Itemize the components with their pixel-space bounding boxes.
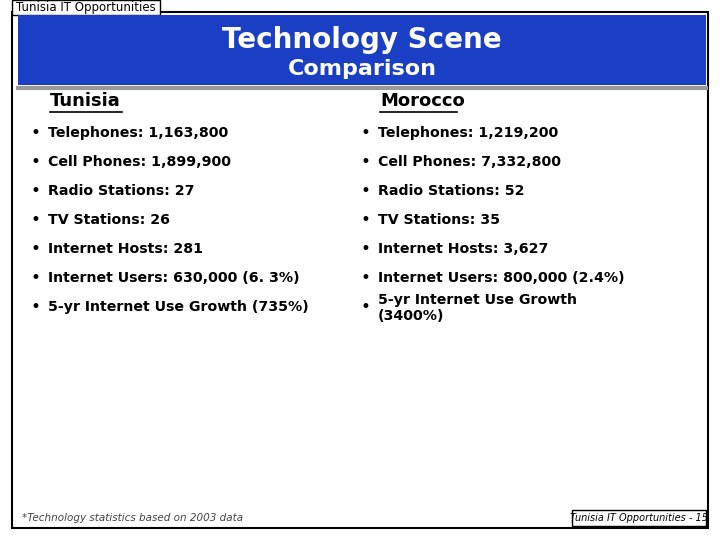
Text: 5-yr Internet Use Growth (735%): 5-yr Internet Use Growth (735%) xyxy=(48,300,309,314)
Text: Internet Hosts: 281: Internet Hosts: 281 xyxy=(48,242,203,256)
Text: •: • xyxy=(360,211,370,229)
Text: Tunisia: Tunisia xyxy=(50,92,121,110)
Text: Morocco: Morocco xyxy=(380,92,464,110)
Bar xyxy=(12,0,160,15)
Text: •: • xyxy=(360,124,370,142)
Text: •: • xyxy=(30,240,40,258)
Text: Cell Phones: 7,332,800: Cell Phones: 7,332,800 xyxy=(378,155,561,169)
Text: Cell Phones: 1,899,900: Cell Phones: 1,899,900 xyxy=(48,155,231,169)
Text: •: • xyxy=(30,211,40,229)
Text: •: • xyxy=(360,269,370,287)
Text: Tunisia IT Opportunities: Tunisia IT Opportunities xyxy=(16,2,156,15)
Bar xyxy=(572,510,706,526)
Text: TV Stations: 26: TV Stations: 26 xyxy=(48,213,170,227)
Text: Internet Users: 800,000 (2.4%): Internet Users: 800,000 (2.4%) xyxy=(378,271,625,285)
Text: *Technology statistics based on 2003 data: *Technology statistics based on 2003 dat… xyxy=(22,513,243,523)
Text: 5-yr Internet Use Growth: 5-yr Internet Use Growth xyxy=(378,293,577,307)
Text: •: • xyxy=(360,298,370,316)
Text: (3400%): (3400%) xyxy=(378,309,444,323)
Text: TV Stations: 35: TV Stations: 35 xyxy=(378,213,500,227)
Text: •: • xyxy=(30,124,40,142)
Text: •: • xyxy=(30,182,40,200)
Text: Tunisia IT Opportunities - 15: Tunisia IT Opportunities - 15 xyxy=(570,513,708,523)
Text: Technology Scene: Technology Scene xyxy=(222,26,502,54)
Text: Comparison: Comparison xyxy=(287,59,436,79)
Text: Radio Stations: 27: Radio Stations: 27 xyxy=(48,184,194,198)
Text: •: • xyxy=(360,153,370,171)
Text: •: • xyxy=(360,240,370,258)
Text: Internet Users: 630,000 (6. 3%): Internet Users: 630,000 (6. 3%) xyxy=(48,271,300,285)
Text: •: • xyxy=(360,182,370,200)
Text: •: • xyxy=(30,298,40,316)
Bar xyxy=(18,15,706,85)
Text: Radio Stations: 52: Radio Stations: 52 xyxy=(378,184,524,198)
Text: Telephones: 1,163,800: Telephones: 1,163,800 xyxy=(48,126,228,140)
Text: •: • xyxy=(30,269,40,287)
Text: •: • xyxy=(30,153,40,171)
Text: Telephones: 1,219,200: Telephones: 1,219,200 xyxy=(378,126,558,140)
Text: Internet Hosts: 3,627: Internet Hosts: 3,627 xyxy=(378,242,549,256)
